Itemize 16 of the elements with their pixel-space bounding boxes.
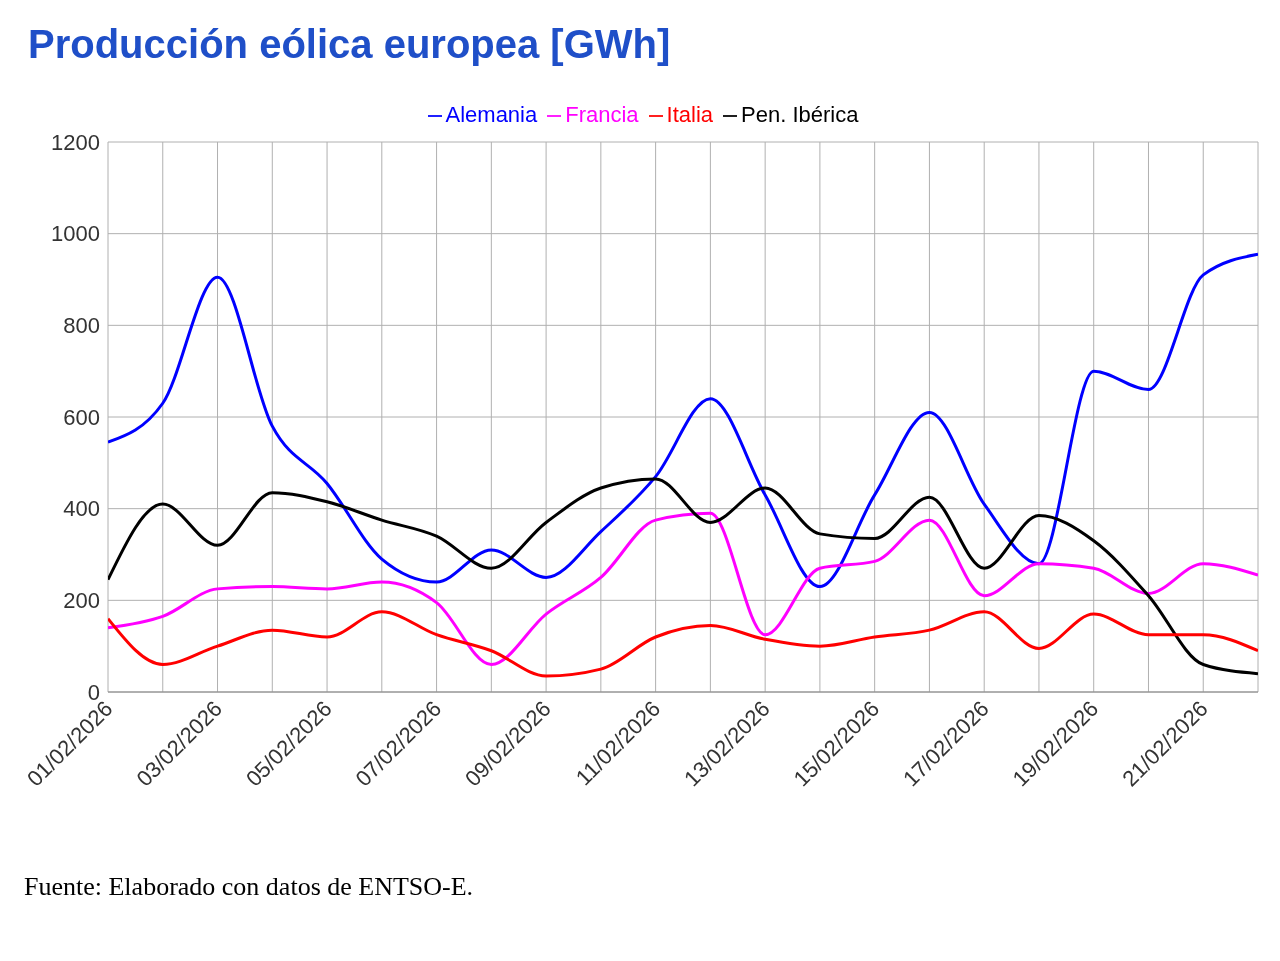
legend-label: Pen. Ibérica (741, 102, 859, 127)
y-tick-label: 1200 (51, 129, 100, 155)
line-series (108, 252, 1258, 589)
legend-label: Francia (565, 102, 639, 127)
legend-label: Alemania (445, 102, 538, 127)
legend-label: Italia (666, 102, 714, 127)
y-tick-label: 200 (63, 588, 100, 614)
y-tick-label: 600 (63, 404, 100, 430)
line-series (108, 610, 1258, 678)
chart-title: Producción eólica europea [GWh] (27, 21, 672, 68)
y-tick-label: 400 (63, 496, 100, 522)
y-tick-label: 1000 (51, 221, 100, 247)
source-note: Fuente: Elaborado con datos de ENTSO-E. (23, 872, 475, 902)
y-tick-label: 800 (63, 313, 100, 339)
line-series (108, 477, 1258, 676)
line-series (108, 511, 1258, 666)
